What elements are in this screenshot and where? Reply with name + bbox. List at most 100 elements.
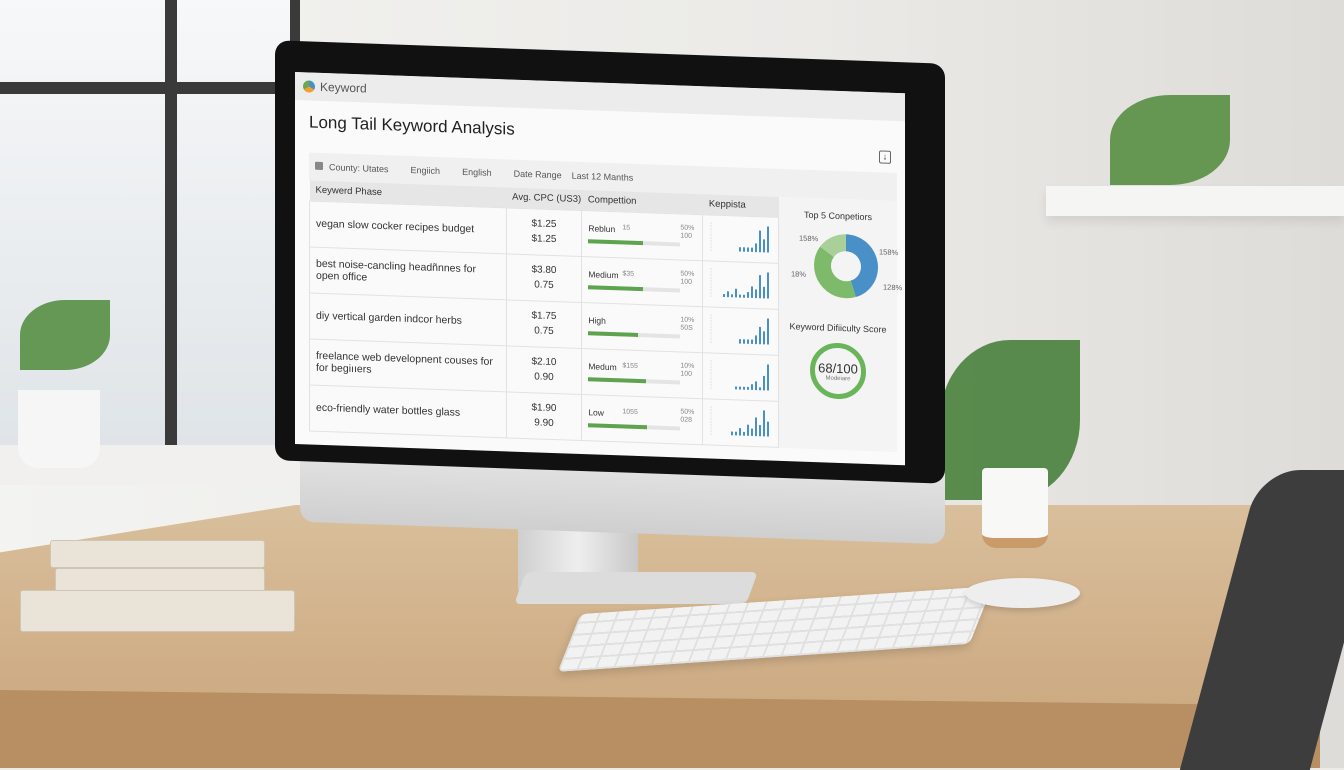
sparkline-bar bbox=[755, 334, 758, 344]
sparkline-bar bbox=[739, 386, 742, 390]
sparkline-bar bbox=[755, 288, 758, 298]
competition-cell: Medum $155 10% 100 bbox=[581, 348, 703, 399]
sparkline-bar bbox=[743, 338, 746, 344]
cpc-value-2: 0.75 bbox=[534, 325, 554, 338]
competition-mid: $35 bbox=[622, 269, 634, 278]
cpc-value-2: 0.75 bbox=[534, 279, 554, 292]
cpc-value-2: 0.90 bbox=[534, 371, 554, 384]
sparkline-bar bbox=[751, 428, 754, 436]
competition-range: 10% 100 bbox=[680, 361, 695, 378]
sparkline-bar bbox=[763, 238, 766, 252]
trend-sparkline bbox=[710, 314, 770, 345]
app-logo-icon bbox=[303, 80, 315, 93]
table-row[interactable]: diy vertical garden indcor herbs $1.75 0.… bbox=[309, 292, 779, 355]
trend-cell bbox=[702, 306, 779, 355]
country-filter[interactable]: County: Utates bbox=[315, 161, 389, 174]
sparkline-bar bbox=[751, 285, 754, 298]
cpc-cell: $1.25 $1.25 bbox=[506, 207, 582, 257]
sparkline-bar bbox=[731, 431, 734, 435]
sparkline-bar bbox=[735, 385, 738, 389]
competition-bar bbox=[588, 423, 681, 431]
sparkline-bar bbox=[731, 293, 734, 297]
competition-bar bbox=[588, 285, 681, 293]
monitor-base bbox=[514, 572, 758, 604]
col-cpc[interactable]: Avg. CPC (US3) bbox=[506, 187, 582, 211]
sparkline-bar bbox=[751, 339, 754, 344]
wall-shelf bbox=[1046, 186, 1344, 216]
cpc-value-2: $1.25 bbox=[531, 233, 557, 246]
trend-cell bbox=[702, 398, 779, 447]
competition-bar-fill bbox=[588, 239, 644, 246]
trend-sparkline bbox=[710, 360, 770, 391]
table-row[interactable]: eco-friendly water bottles glass $1.90 9.… bbox=[309, 384, 779, 447]
sparkline-bar bbox=[767, 421, 770, 437]
sparkline-bar bbox=[735, 431, 738, 435]
keyword-cell: best noise-cancling headñnnes for open o… bbox=[309, 246, 507, 300]
keyword-cell: diy vertical garden indcor herbs bbox=[309, 292, 507, 346]
competition-mid: 15 bbox=[622, 223, 631, 232]
competition-cell: High 10% 50S bbox=[581, 302, 703, 353]
sparkline-bar bbox=[767, 225, 770, 253]
cpc-cell: $1.75 0.75 bbox=[506, 299, 582, 349]
plant-shelf bbox=[1110, 95, 1230, 185]
language-filter-1[interactable]: Engiich bbox=[410, 165, 441, 177]
table-row[interactable]: best noise-cancling headñnnes for open o… bbox=[309, 246, 779, 309]
donut-label: 158% bbox=[879, 247, 899, 258]
download-icon[interactable]: ↓ bbox=[879, 150, 891, 164]
table-row[interactable]: vegan slow cocker recipes budget $1.25 $1… bbox=[309, 200, 779, 263]
flag-icon bbox=[315, 161, 323, 170]
competition-bar-fill bbox=[588, 331, 639, 337]
books bbox=[20, 540, 295, 635]
mouse bbox=[965, 578, 1080, 608]
competition-bar bbox=[588, 377, 681, 385]
cpc-cell: $1.90 9.90 bbox=[506, 391, 582, 441]
trend-cell bbox=[702, 352, 779, 401]
sparkline-bar bbox=[747, 386, 750, 390]
sparkline-bar bbox=[755, 417, 758, 436]
trend-sparkline bbox=[710, 268, 770, 299]
competition-cell: Low 1055 50% 028 bbox=[581, 394, 703, 445]
sparkline-bar bbox=[759, 326, 762, 344]
donut-slice bbox=[820, 234, 846, 258]
desk-edge bbox=[0, 690, 1320, 768]
competition-mid: $155 bbox=[622, 361, 638, 370]
competition-bar-fill bbox=[588, 285, 644, 292]
table-row[interactable]: freelance web developnent couses for for… bbox=[309, 338, 779, 401]
donut-label: 18% bbox=[791, 269, 807, 279]
difficulty-gauge: 68/100 Modeiare bbox=[810, 341, 866, 400]
sparkline-bar bbox=[735, 288, 738, 297]
coffee-mug bbox=[982, 468, 1048, 548]
plant-pot bbox=[18, 390, 100, 468]
language-filter-2[interactable]: English bbox=[462, 166, 492, 178]
cpc-cell: $2.10 0.90 bbox=[506, 345, 582, 395]
sparkline-bar bbox=[743, 431, 746, 436]
trend-cell bbox=[702, 260, 779, 309]
sparkline-bar bbox=[727, 290, 730, 297]
col-trend[interactable]: Keppista bbox=[702, 194, 779, 217]
sparkline-bar bbox=[739, 294, 742, 298]
sparkline-bar bbox=[767, 317, 770, 345]
sparkline-bar bbox=[743, 294, 746, 298]
donut-label: 128% bbox=[883, 282, 903, 293]
competition-cell: Reblun 15 50% 100 bbox=[581, 210, 703, 261]
sparkline-bar bbox=[759, 386, 762, 390]
competitors-donut-chart bbox=[814, 234, 878, 299]
app-name: Keyword bbox=[320, 79, 367, 96]
competition-range: 10% 50S bbox=[680, 315, 695, 332]
competition-bar-fill bbox=[588, 377, 646, 384]
competition-bar bbox=[588, 331, 681, 339]
sparkline-bar bbox=[723, 293, 726, 297]
keyword-table: Keywerd Phase Avg. CPC (US3) Compettion … bbox=[309, 180, 779, 447]
date-range-select[interactable]: Last 12 Manths bbox=[571, 170, 634, 183]
sparkline-bar bbox=[759, 424, 762, 436]
sparkline-bar bbox=[755, 242, 758, 252]
keyword-cell: freelance web developnent couses for for… bbox=[309, 338, 507, 392]
sparkline-bar bbox=[743, 246, 746, 252]
keyword-cell: vegan slow cocker recipes budget bbox=[309, 200, 507, 254]
cpc-value-2: 9.90 bbox=[534, 417, 554, 430]
screen: Keyword Long Tail Keyword Analysis ↓ Cou… bbox=[295, 72, 905, 466]
donut-label: 158% bbox=[799, 233, 819, 244]
sparkline-bar bbox=[747, 338, 750, 344]
competition-range: 50% 028 bbox=[680, 407, 695, 424]
sparkline-bar bbox=[743, 386, 746, 390]
